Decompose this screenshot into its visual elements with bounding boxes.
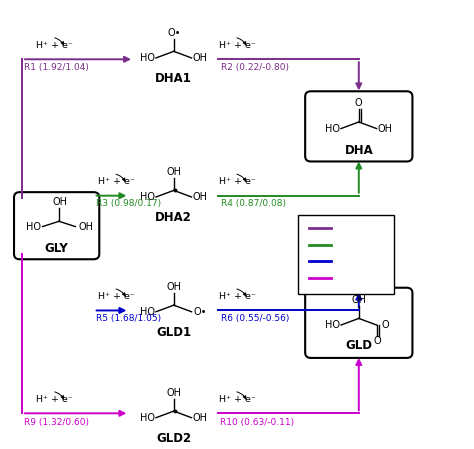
Text: H⁺ + e⁻: H⁺ + e⁻ (36, 41, 73, 50)
Text: GLD: GLD (345, 339, 372, 352)
Text: OH: OH (351, 295, 366, 305)
Text: OH: OH (193, 192, 208, 202)
Text: H⁺ + e⁻: H⁺ + e⁻ (98, 177, 135, 186)
Text: DHA1: DHA1 (155, 72, 192, 85)
FancyBboxPatch shape (305, 288, 412, 358)
Text: RS 4: RS 4 (336, 273, 359, 283)
Text: OH: OH (53, 197, 67, 207)
Text: HO: HO (139, 192, 155, 202)
Text: R1 (1.92/1.04): R1 (1.92/1.04) (24, 63, 89, 72)
Text: GLD2: GLD2 (156, 432, 191, 445)
Text: O: O (374, 336, 382, 346)
Text: R6 (0.55/-0.56): R6 (0.55/-0.56) (220, 314, 289, 323)
Text: H⁺ + e⁻: H⁺ + e⁻ (219, 177, 255, 186)
Text: R10 (0.63/-0.11): R10 (0.63/-0.11) (219, 418, 294, 427)
Text: OH: OH (78, 222, 93, 232)
Text: R5 (1.68/1.05): R5 (1.68/1.05) (96, 314, 161, 323)
Text: H⁺ + e⁻: H⁺ + e⁻ (98, 292, 135, 301)
Text: H⁺ + e⁻: H⁺ + e⁻ (36, 395, 73, 404)
Text: OH: OH (378, 123, 393, 134)
Text: O•: O• (167, 28, 181, 38)
Text: HO: HO (26, 222, 41, 232)
Text: O•: O• (194, 307, 207, 317)
Text: GLY: GLY (45, 242, 69, 255)
Text: GLD1: GLD1 (156, 326, 191, 339)
Text: RS 3: RS 3 (336, 256, 359, 266)
Text: O: O (355, 98, 363, 108)
Text: H⁺ + e⁻: H⁺ + e⁻ (219, 41, 255, 50)
FancyBboxPatch shape (14, 192, 99, 259)
Text: O: O (382, 320, 389, 330)
Text: H⁺ + e⁻: H⁺ + e⁻ (219, 395, 255, 404)
Text: RS 2: RS 2 (336, 240, 359, 250)
Text: OH: OH (166, 388, 181, 398)
Text: HO: HO (139, 307, 155, 317)
FancyBboxPatch shape (298, 215, 394, 294)
Text: DHA2: DHA2 (155, 211, 192, 224)
Text: H⁺ + e⁻: H⁺ + e⁻ (219, 292, 255, 301)
Text: R3 (0.98/0.17): R3 (0.98/0.17) (96, 199, 161, 208)
FancyBboxPatch shape (305, 91, 412, 162)
Text: OH: OH (166, 167, 181, 177)
Text: R9 (1.32/0.60): R9 (1.32/0.60) (24, 418, 89, 427)
Text: HO: HO (325, 320, 339, 330)
Text: OH: OH (193, 53, 208, 63)
Text: OH: OH (193, 413, 208, 423)
Text: DHA: DHA (345, 144, 373, 157)
Text: OH: OH (166, 282, 181, 292)
Text: HO: HO (325, 123, 339, 134)
Text: R2 (0.22/-0.80): R2 (0.22/-0.80) (220, 63, 289, 72)
Text: HO: HO (139, 53, 155, 63)
Text: R4 (0.87/0.08): R4 (0.87/0.08) (220, 199, 286, 208)
Text: HO: HO (139, 413, 155, 423)
Text: RS 1: RS 1 (336, 223, 359, 233)
